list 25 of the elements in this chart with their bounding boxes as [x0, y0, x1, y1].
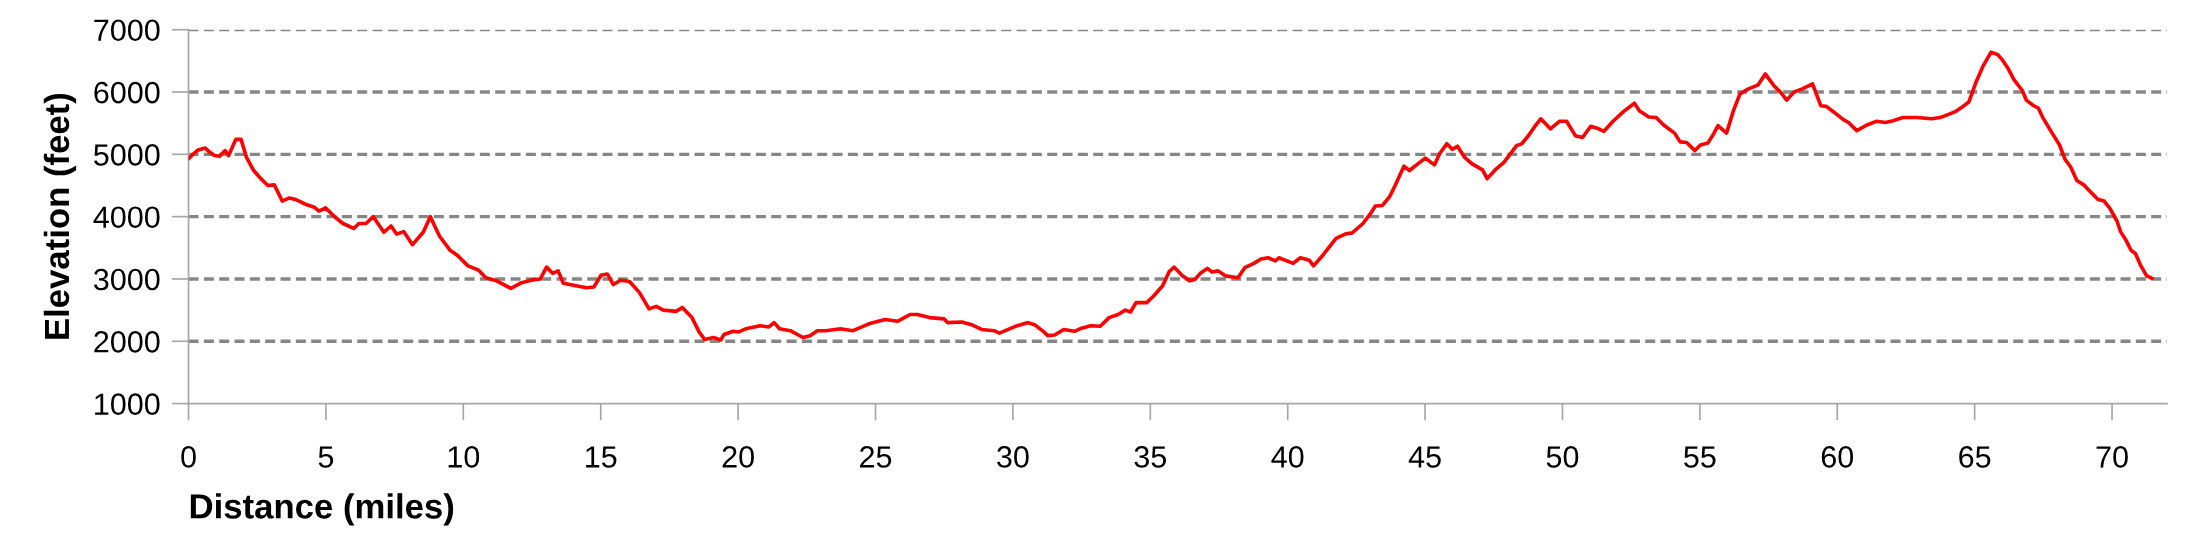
x-tick-label: 50 [1546, 446, 1579, 468]
x-tick-label: 25 [860, 446, 892, 468]
x-tick-label: 20 [722, 446, 754, 468]
x-tick-label: 5 [318, 446, 334, 468]
x-axis-title: Distance (miles) [190, 493, 454, 526]
y-tick-label: 1000 [95, 393, 160, 415]
y-tick-label: 6000 [94, 81, 160, 104]
x-tick-label: 40 [1271, 446, 1304, 468]
x-tick-label: 60 [1821, 446, 1854, 468]
y-tick-label: 2000 [94, 331, 160, 353]
y-tick-label: 3000 [93, 268, 160, 291]
x-tick-label: 45 [1408, 446, 1441, 468]
line-series [188, 50, 2154, 342]
y-tick-label: 4000 [93, 206, 160, 229]
x-tick-label: 0 [181, 446, 196, 468]
x-tick-label: 65 [1959, 446, 1991, 468]
x-tick-label: 55 [1684, 446, 1716, 468]
x-tick-label: 35 [1134, 446, 1167, 468]
x-tick-label: 30 [997, 446, 1029, 468]
x-tick-label: 15 [586, 446, 617, 468]
x-tick-label: 70 [2096, 446, 2128, 468]
y-tick-label: 5000 [94, 144, 160, 166]
x-tick-label: 10 [448, 446, 480, 468]
y-axis-title: Elevation (feet) [43, 93, 77, 339]
y-tick-label: 7000 [94, 19, 160, 42]
